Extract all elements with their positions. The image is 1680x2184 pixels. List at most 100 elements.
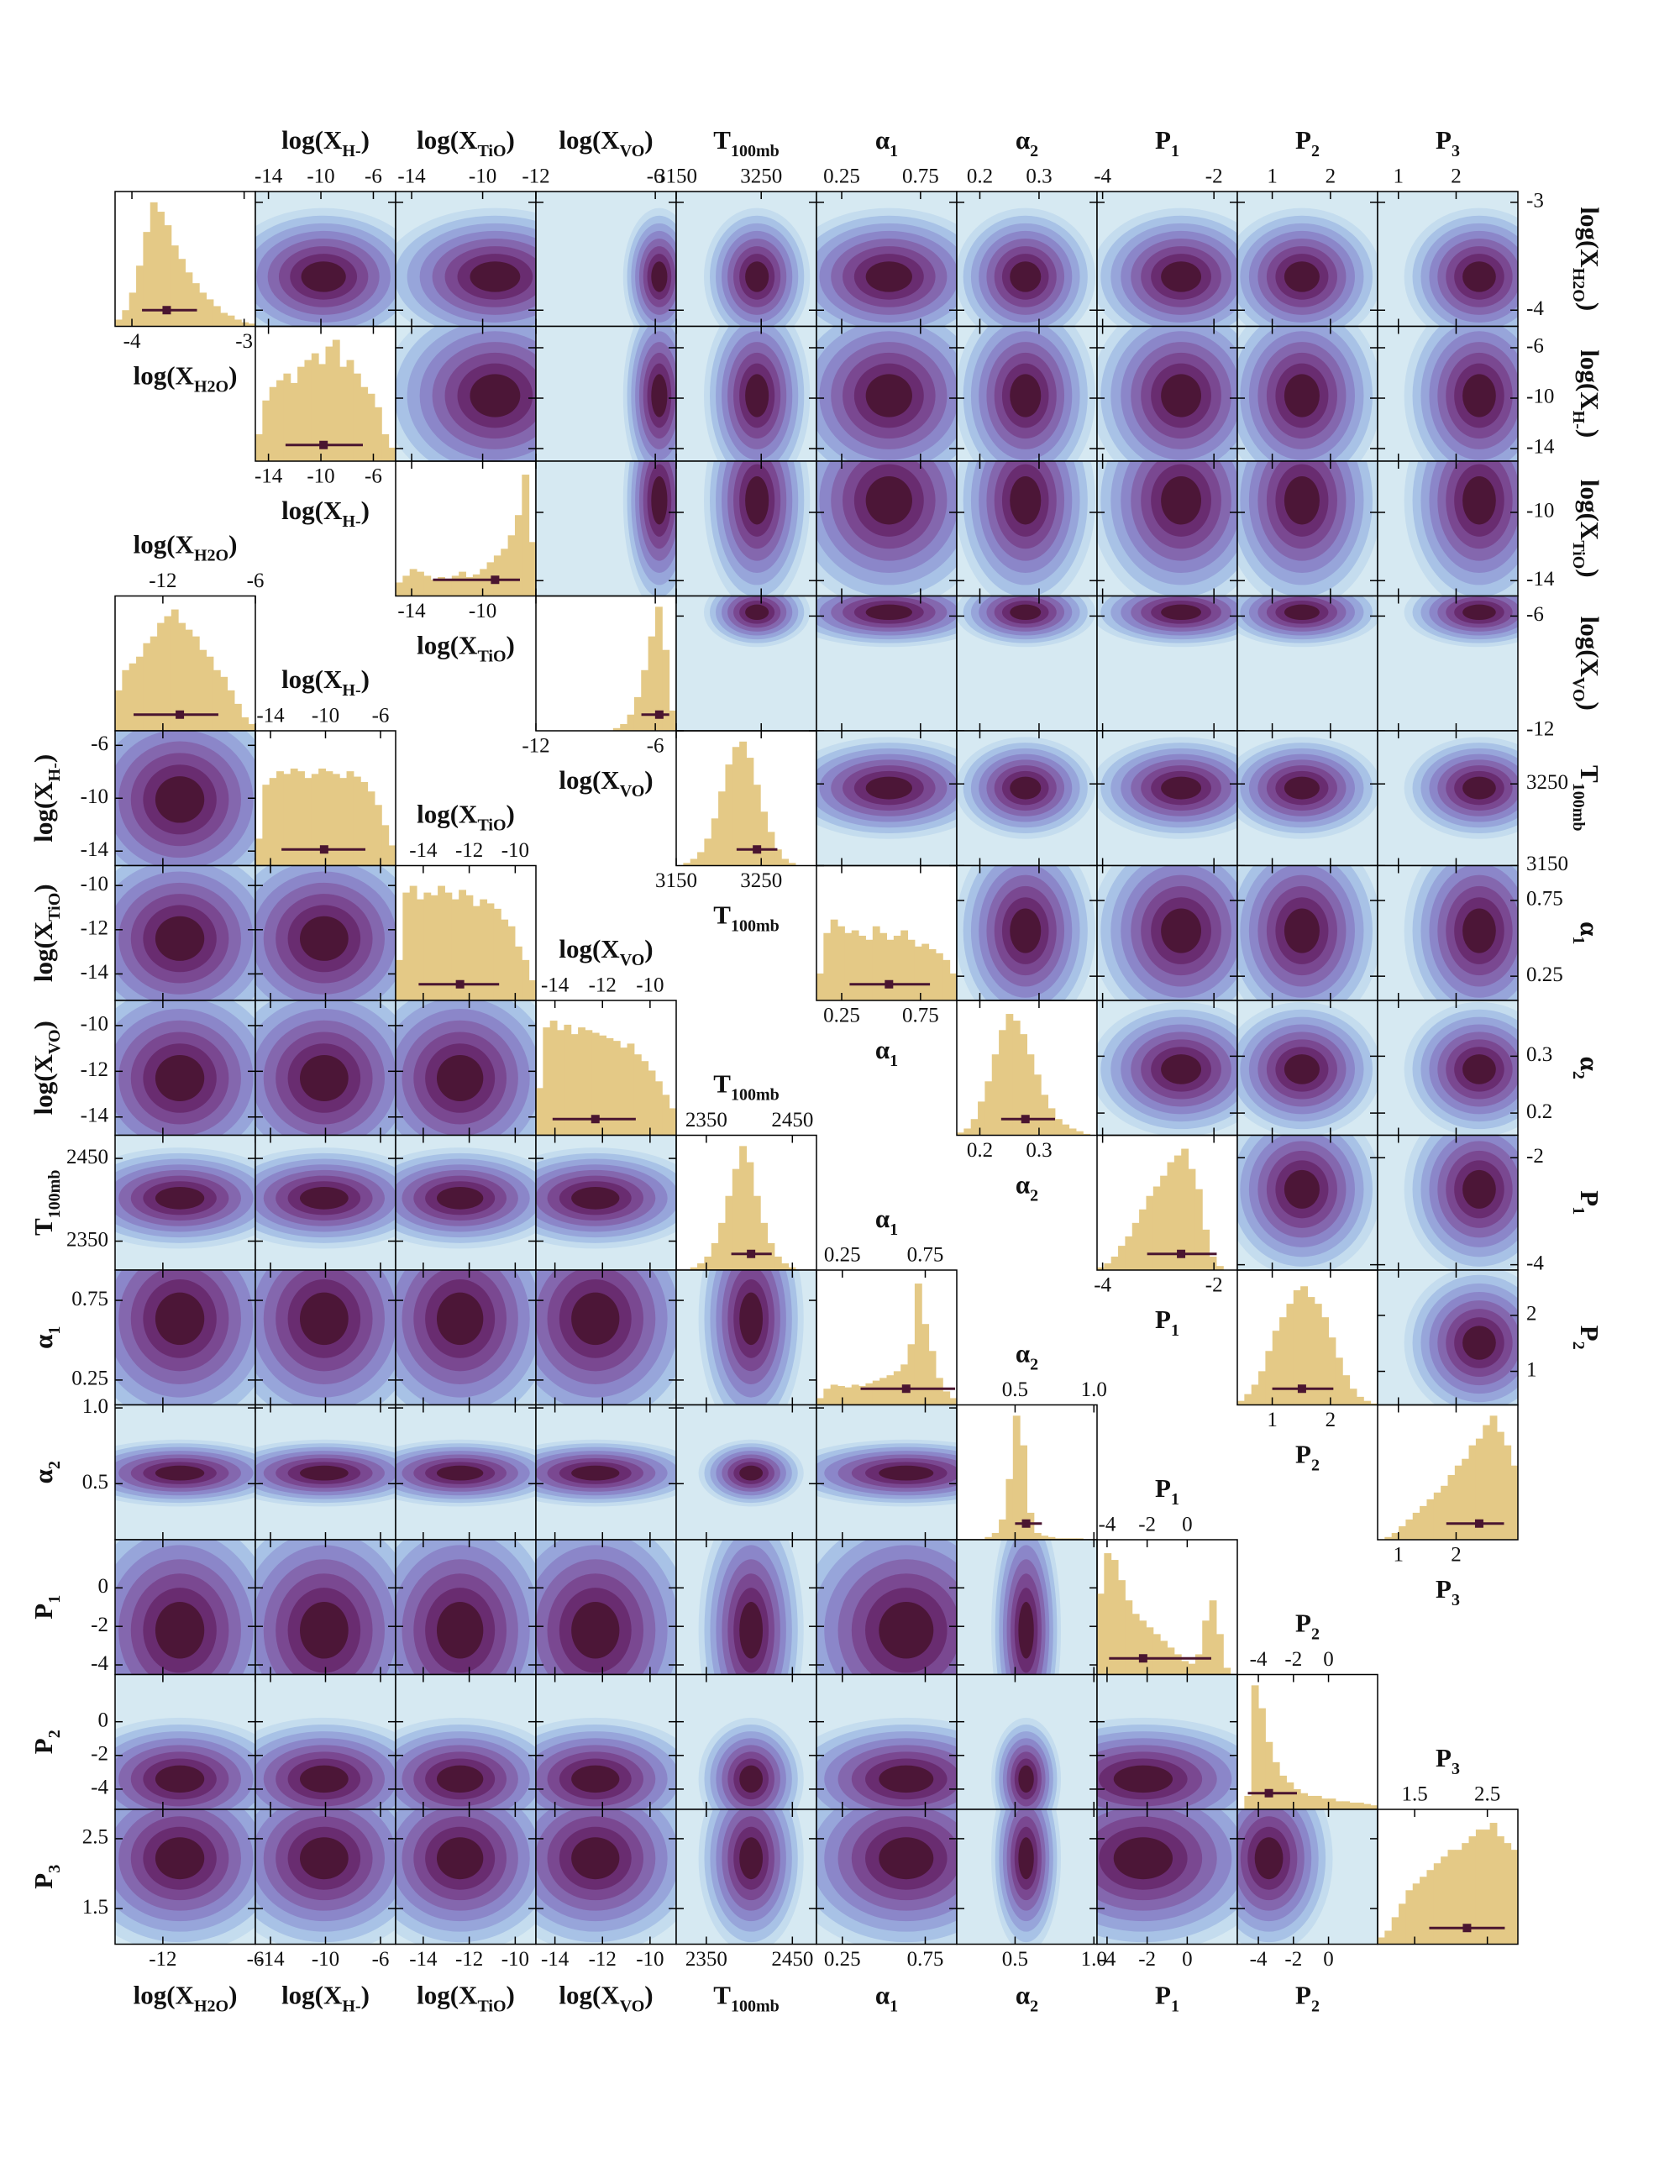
kde-contour <box>1161 374 1201 417</box>
x-tick-label: 0 <box>1182 1948 1193 1971</box>
hist-bar <box>914 946 922 1000</box>
hist-bar <box>837 926 845 1000</box>
hist-bar <box>388 447 396 461</box>
hist-bar <box>1293 1290 1301 1405</box>
label-sub: H- <box>342 681 360 700</box>
hist-bar <box>718 1222 726 1270</box>
kde-panel <box>1378 326 1518 461</box>
y-tick-label: 0 <box>98 1709 109 1731</box>
kde-panel <box>1378 731 1518 866</box>
x-tick-label: -14 <box>255 465 283 488</box>
label-main: log(X <box>559 765 620 795</box>
hist-bar <box>781 1263 790 1270</box>
kde-panel <box>255 1404 396 1540</box>
hist-bar <box>1125 1600 1133 1675</box>
label-main: T <box>713 125 731 155</box>
y-tick-label: 2 <box>1526 1303 1537 1326</box>
hist-bar <box>633 1054 642 1136</box>
hist-bar <box>472 574 480 596</box>
hist-bar <box>360 386 369 461</box>
kde-contour <box>436 1054 484 1101</box>
hist-bar <box>339 366 348 461</box>
x-tick-label: -2 <box>1138 1948 1156 1971</box>
hist-bar <box>1328 1798 1336 1809</box>
x-tick-label: 2 <box>1451 165 1462 188</box>
x-tick-label: -6 <box>372 1948 390 1971</box>
label-sub: 1 <box>1569 1206 1588 1215</box>
hist-bar <box>402 575 411 596</box>
hist-bar <box>248 323 256 327</box>
x-tick-label: 0.75 <box>907 1948 944 1971</box>
hist-bar <box>711 818 719 866</box>
kde-panel <box>396 1404 536 1540</box>
label-main: P <box>1436 125 1452 155</box>
kde-panel <box>255 1000 396 1136</box>
label-tail: ) <box>507 1981 515 2010</box>
hist-bar <box>220 676 228 731</box>
hist-bar <box>122 310 130 327</box>
hist-bar <box>816 1398 824 1405</box>
hist-bar <box>1054 1119 1063 1136</box>
kde-panel <box>536 326 676 461</box>
hist-bar <box>514 946 522 1000</box>
hist-bar <box>1370 1805 1378 1809</box>
hist-bar <box>1433 1863 1441 1945</box>
label-sub: 1 <box>1171 1490 1179 1509</box>
hist-bar <box>1314 1304 1322 1405</box>
kde-panel <box>957 1809 1097 1945</box>
median-marker <box>1297 1384 1306 1394</box>
x-tick-label: -6 <box>247 570 265 592</box>
hist-bar <box>879 932 887 1000</box>
x-tick-label: 0.75 <box>902 165 939 188</box>
label-main: log(X <box>1575 480 1604 541</box>
kde-panel <box>676 326 816 461</box>
label-sub: 2 <box>1030 1186 1038 1205</box>
hist-bar <box>234 703 242 731</box>
kde-panel <box>816 192 957 327</box>
hist-bar <box>725 764 733 866</box>
hist-bar <box>444 892 453 1000</box>
y-tick-label: 0 <box>98 1575 109 1598</box>
hist-bar <box>851 930 859 1000</box>
hist-bar <box>654 606 663 731</box>
x-tick-label: -10 <box>636 974 664 997</box>
hist-bar <box>528 979 537 1000</box>
axis-label: log(XTiO) <box>29 884 63 982</box>
hist-bar <box>1363 1803 1372 1809</box>
hist-bar <box>409 885 417 1000</box>
kde-contour <box>1254 1837 1284 1880</box>
kde-contour <box>879 1601 934 1659</box>
axis-label: α1 <box>875 125 898 160</box>
kde-contour <box>1284 1169 1320 1209</box>
kde-contour <box>1284 776 1320 800</box>
kde-contour <box>865 776 912 800</box>
label-sub: 100mb <box>1569 783 1588 832</box>
x-tick-label: -6 <box>365 465 382 488</box>
label-main: log(X <box>281 664 343 694</box>
y-tick-label: -4 <box>1526 297 1544 320</box>
kde-panel <box>957 596 1097 731</box>
label-main: P <box>1575 1190 1604 1206</box>
kde-contour <box>1462 908 1496 953</box>
kde-contour <box>1010 604 1042 621</box>
kde-contour <box>1284 374 1320 417</box>
axis-label: T100mb <box>713 900 779 935</box>
kde-contour <box>865 374 912 417</box>
label-sub: 2 <box>1569 1341 1588 1350</box>
kde-panel <box>1237 596 1378 731</box>
x-tick-label: 1.0 <box>1081 1948 1107 1971</box>
kde-panel <box>816 731 957 866</box>
x-tick-label: 0.25 <box>824 1244 861 1267</box>
hist-bar <box>907 1344 916 1405</box>
x-tick-label: 0 <box>1323 1648 1334 1671</box>
kde-contour <box>300 1292 349 1346</box>
hist-bar <box>1244 1394 1252 1405</box>
kde-contour <box>155 1186 205 1210</box>
axis-label: α2 <box>1569 1057 1604 1079</box>
hist-bar <box>402 892 411 1000</box>
hist-bar <box>1131 1614 1140 1675</box>
hist-bar <box>1012 1415 1021 1540</box>
hist-bar <box>1047 1536 1056 1540</box>
kde-contour <box>1010 261 1042 292</box>
